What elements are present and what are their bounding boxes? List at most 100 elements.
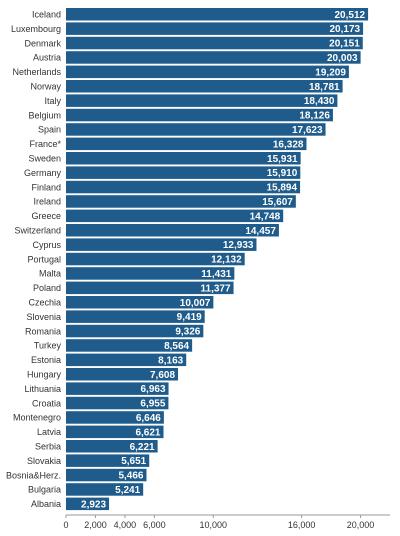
bar-value-label: 6,221: [130, 442, 155, 453]
bar-value-label: 20,003: [327, 53, 358, 64]
bar-value-label: 11,377: [201, 283, 231, 294]
bar: [66, 382, 169, 395]
bar: [66, 368, 179, 381]
x-tick-label: 6,000: [143, 520, 166, 530]
category-label: Montenegro: [13, 413, 61, 423]
bar: [66, 152, 301, 165]
bar-value-label: 15,894: [266, 183, 297, 194]
category-label: Latvia: [37, 427, 61, 437]
bar: [66, 22, 364, 35]
bar-value-label: 5,466: [118, 471, 143, 482]
category-label: Malta: [39, 269, 61, 279]
bar-value-label: 15,910: [267, 168, 298, 179]
bar: [66, 252, 245, 266]
value-labels: 20,512 20,173 20,151 20,003 19,209 18,781 18,4…: [81, 10, 365, 511]
category-label: Romania: [25, 326, 61, 336]
bar: [66, 166, 301, 179]
x-tick-label: 0: [63, 520, 68, 530]
bar: [66, 353, 187, 367]
category-labels: Iceland Luxembourg Denmark Austria Netherlan…: [6, 9, 62, 509]
bar-value-label: 19,209: [315, 67, 346, 78]
category-label: Iceland: [32, 9, 61, 19]
category-label: Lithuania: [24, 384, 61, 394]
x-tick-label: 2,000: [84, 520, 107, 530]
bar-value-label: 11,431: [201, 269, 231, 280]
bar-value-label: 14,457: [245, 226, 276, 237]
bar: [66, 123, 326, 136]
bar-value-label: 6,963: [141, 384, 166, 395]
category-label: Bulgaria: [28, 485, 61, 495]
bar: [66, 296, 214, 309]
bar-value-label: 18,430: [304, 96, 335, 107]
category-label: Norway: [30, 81, 61, 91]
category-label: Greece: [31, 211, 61, 221]
bar: [66, 94, 338, 107]
bar-value-label: 14,748: [250, 211, 281, 222]
bar: [66, 411, 164, 424]
bar-value-label: 8,564: [164, 341, 189, 352]
bar: [66, 497, 110, 511]
category-label: Portugal: [27, 254, 61, 264]
bar: [66, 425, 164, 439]
category-label: Germany: [24, 168, 62, 178]
bar-value-label: 6,621: [135, 427, 160, 438]
bar-value-label: 6,646: [136, 413, 161, 424]
bar: [66, 195, 296, 208]
x-tick-label: 10,000: [200, 520, 228, 530]
bar: [66, 8, 369, 21]
category-label: Cyprus: [32, 240, 61, 250]
bar: [66, 267, 235, 280]
bar-value-label: 20,151: [329, 39, 360, 50]
bar-value-label: 15,607: [262, 197, 293, 208]
bar-value-label: 17,623: [292, 125, 323, 136]
bar: [66, 281, 234, 295]
category-label: Poland: [33, 283, 61, 293]
bar: [66, 454, 150, 467]
category-label: Finland: [31, 182, 61, 192]
bar: [66, 440, 158, 453]
bar-value-label: 10,007: [180, 298, 211, 309]
bar-value-label: 5,651: [121, 456, 146, 467]
category-label: France*: [29, 139, 61, 149]
bar-value-label: 20,512: [334, 10, 365, 21]
bar-value-label: 6,955: [140, 399, 165, 410]
bar-value-label: 16,328: [273, 139, 304, 150]
bar-value-label: 12,132: [211, 255, 242, 266]
bar-value-label: 18,126: [299, 111, 330, 122]
bar: [66, 80, 343, 93]
bar: [66, 51, 361, 64]
x-axis-ticks: 0 2,000 4,000 6,000 10,000 16,000 20,000: [63, 515, 374, 530]
bar-value-label: 15,931: [267, 154, 298, 165]
bar: [66, 483, 144, 496]
bar: [66, 238, 257, 251]
category-label: Sweden: [28, 153, 61, 163]
bar: [66, 324, 204, 338]
bar-value-label: 18,781: [309, 82, 340, 93]
x-tick-label: 4,000: [114, 520, 137, 530]
bar: [66, 396, 169, 410]
bar: [66, 108, 333, 122]
category-label: Albania: [31, 499, 61, 509]
bar: [66, 180, 301, 194]
category-label: Czechia: [28, 297, 61, 307]
bar-value-label: 2,923: [81, 499, 106, 510]
bar: [66, 224, 279, 237]
category-label: Ireland: [33, 197, 61, 207]
category-label: Hungary: [27, 369, 62, 379]
category-label: Slovakia: [27, 456, 61, 466]
bar-value-label: 7,608: [150, 370, 175, 381]
bar: [66, 137, 307, 151]
category-label: Italy: [44, 96, 61, 106]
category-label: Serbia: [35, 441, 61, 451]
x-tick-label: 20,000: [347, 520, 375, 530]
bar-value-label: 5,241: [115, 485, 140, 496]
category-label: Slovenia: [26, 312, 61, 322]
category-label: Denmark: [24, 38, 61, 48]
category-label: Belgium: [28, 110, 61, 120]
category-label: Estonia: [31, 355, 61, 365]
category-label: Bosnia&Herz.: [6, 470, 61, 480]
category-label: Austria: [33, 53, 61, 63]
bar-value-label: 9,326: [175, 327, 200, 338]
category-label: Switzerland: [14, 225, 61, 235]
